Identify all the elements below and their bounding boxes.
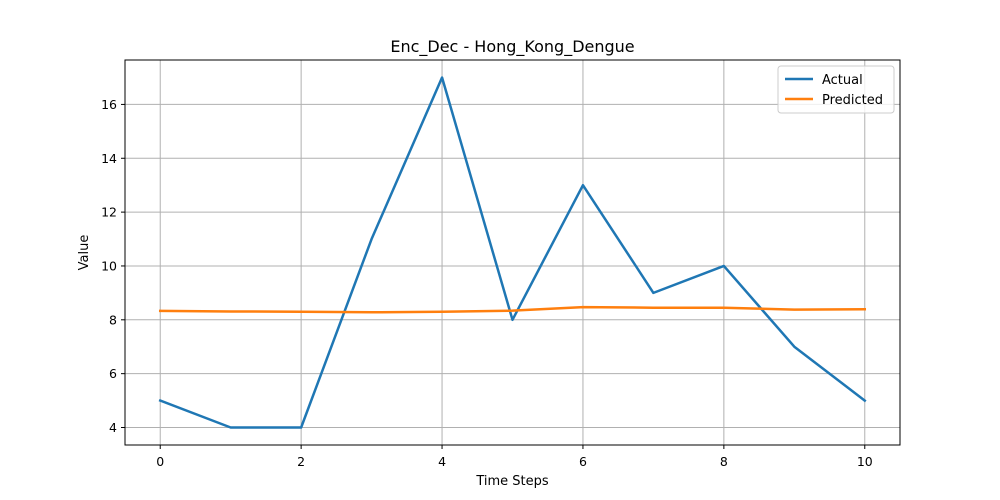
- x-tick-label: 0: [156, 454, 164, 469]
- x-tick-label: 10: [857, 454, 873, 469]
- x-tick-label: 4: [438, 454, 446, 469]
- y-tick-label: 10: [101, 258, 117, 273]
- y-tick-label: 8: [109, 312, 117, 327]
- x-tick-label: 8: [720, 454, 728, 469]
- legend-label-actual: Actual: [822, 73, 863, 88]
- y-tick-label: 4: [109, 420, 117, 435]
- y-tick-label: 14: [101, 151, 117, 166]
- series-lines: [158, 76, 867, 429]
- plot-frame: [124, 59, 901, 446]
- x-tick-label: 6: [579, 454, 587, 469]
- y-tick-label: 16: [101, 97, 117, 112]
- y-tick-label: 12: [101, 205, 117, 220]
- legend: Actual Predicted: [777, 65, 895, 114]
- series-line-predicted: [158, 305, 867, 314]
- chart-title: Enc_Dec - Hong_Kong_Dengue: [390, 37, 634, 57]
- x-axis-label: Time Steps: [475, 474, 549, 489]
- series-line-actual: [158, 76, 867, 429]
- x-tick-label: 2: [297, 454, 305, 469]
- axis-ticks: 0 2 4 6 8 10 4 6 8 10 12 14 16: [101, 97, 873, 469]
- y-tick-label: 6: [109, 366, 117, 381]
- y-axis-label: Value: [77, 235, 92, 271]
- legend-label-predicted: Predicted: [822, 93, 883, 108]
- grid-lines: [125, 60, 900, 445]
